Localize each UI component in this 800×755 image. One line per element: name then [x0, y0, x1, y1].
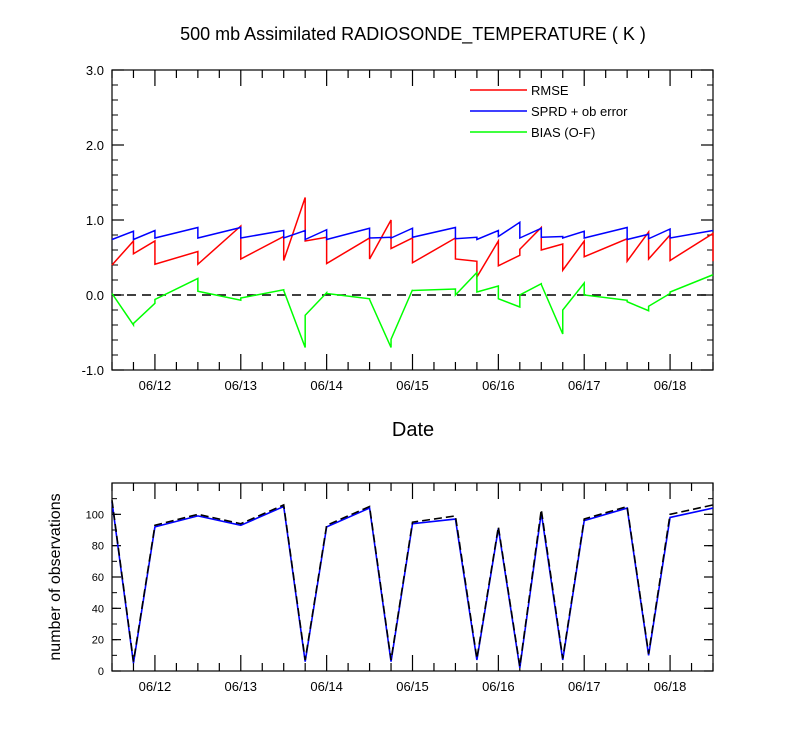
y-tick-label: 2.0: [86, 138, 104, 153]
x-tick-label: 06/13: [225, 378, 258, 393]
legend: RMSE SPRD + ob error BIAS (O-F): [470, 83, 628, 140]
y-tick-label: 0.0: [86, 288, 104, 303]
y-tick-label: 3.0: [86, 63, 104, 78]
x-tick-label: 06/17: [568, 679, 601, 694]
x-tick-label: 06/15: [396, 679, 429, 694]
x-tick-label: 06/17: [568, 378, 601, 393]
y-axis-label-bottom: number of observations: [47, 493, 64, 660]
x-tick-label: 06/15: [396, 378, 429, 393]
x-tick-label: 06/18: [654, 378, 687, 393]
y-tick-label: 20: [92, 635, 104, 647]
x-tick-label: 06/16: [482, 679, 515, 694]
x-tick-label: 06/14: [310, 378, 343, 393]
legend-label: RMSE: [531, 83, 569, 98]
y-tick-label: 80: [92, 541, 104, 553]
series-line-assimilated: [111, 501, 714, 668]
legend-label: SPRD + ob error: [531, 104, 628, 119]
series-line-total: [111, 500, 714, 667]
series-line-sprd-ob-error: [111, 220, 714, 241]
y-tick-label: 0: [98, 666, 104, 678]
bottom-panel: 06/12 06/13 06/14 06/15 06/16 06/17 06/18 0 20 40…: [86, 482, 714, 694]
legend-label: BIAS (O-F): [531, 125, 595, 140]
y-tick-label: -1.0: [82, 363, 104, 378]
x-tick-label: 06/18: [654, 679, 687, 694]
x-tick-label: 06/13: [225, 679, 258, 694]
top-panel: 06/12 06/13 06/14 06/15 06/16 06/17 06/18 -1.0 0…: [82, 63, 714, 393]
series-line-bias-o-f: [111, 270, 714, 348]
y-tick-label: 40: [92, 603, 104, 615]
y-tick-label: 1.0: [86, 213, 104, 228]
chart-title: 500 mb Assimilated RADIOSONDE_TEMPERATUR…: [180, 24, 646, 45]
x-tick-label: 06/12: [139, 679, 172, 694]
y-tick-label: 100: [86, 509, 104, 521]
x-tick-label: 06/16: [482, 378, 515, 393]
plot-frame: [111, 482, 714, 672]
x-tick-label: 06/14: [310, 679, 343, 694]
x-tick-label: 06/12: [139, 378, 172, 393]
y-tick-label: 60: [92, 572, 104, 584]
x-axis-label: Date: [392, 419, 434, 441]
